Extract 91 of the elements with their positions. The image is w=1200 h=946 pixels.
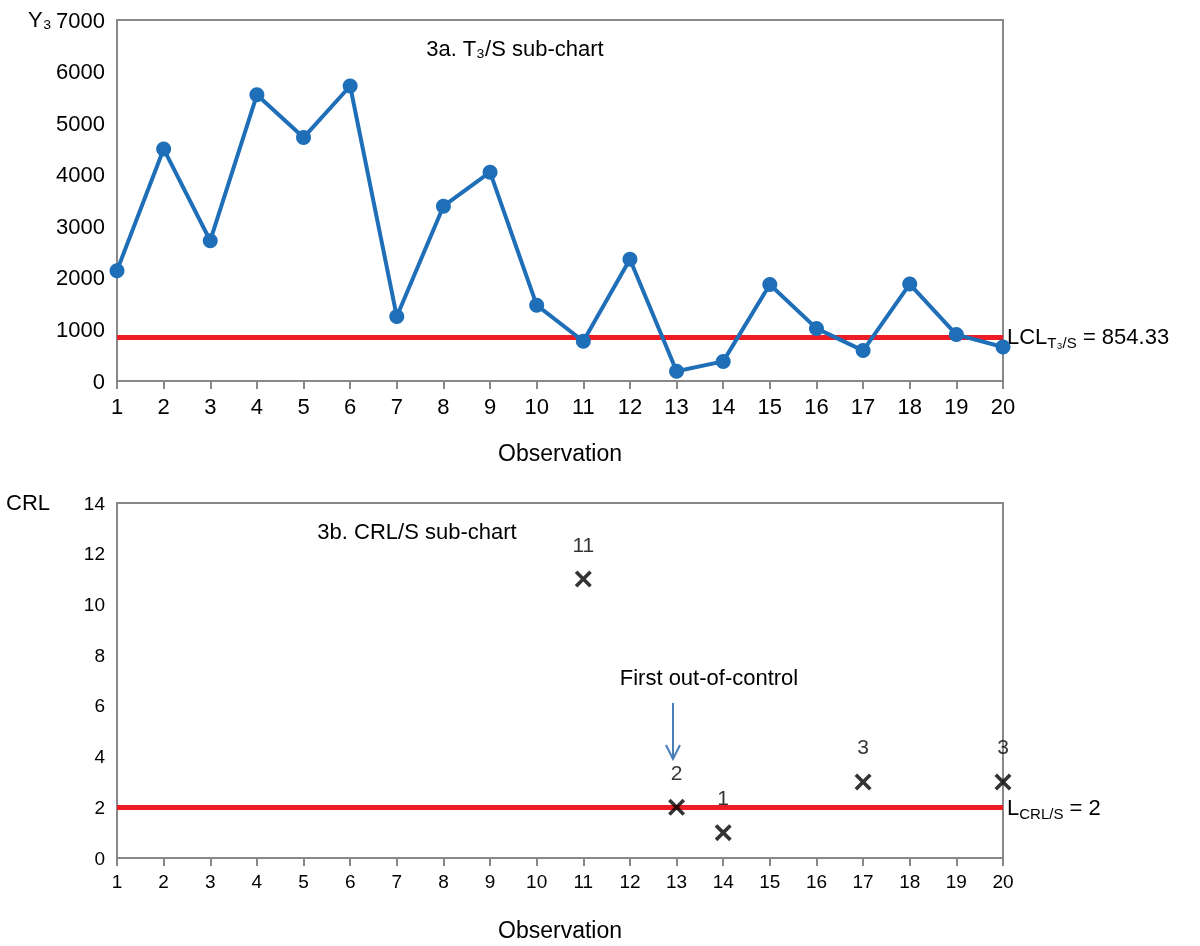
y-tick-label: 6000	[56, 59, 105, 85]
y-tick-label: 8	[94, 644, 105, 666]
x-tick-label: 16	[805, 871, 828, 892]
point	[296, 130, 312, 146]
y-tick-label: 4000	[56, 162, 105, 188]
x-tick-label: 20	[990, 393, 1016, 419]
point	[249, 87, 265, 103]
point	[855, 343, 871, 359]
point	[854, 773, 872, 791]
x-tick-label: 8	[438, 871, 449, 892]
point	[714, 824, 732, 842]
text: 3a. T₃/S sub-chart	[426, 35, 604, 61]
y-tick-label: 0	[94, 847, 105, 869]
point	[435, 198, 451, 214]
x-tick-label: 18	[897, 393, 922, 419]
y-tick-label: 6	[94, 695, 105, 717]
text: 3b. CRL/S sub-chart	[317, 518, 517, 544]
data-label: 3	[857, 735, 869, 759]
x-tick-label: 10	[524, 393, 549, 419]
x-tick-label: 10	[526, 871, 548, 892]
point	[808, 320, 824, 336]
point	[389, 309, 405, 325]
x-tick-label: 9	[484, 871, 496, 892]
y-tick-label: 5000	[56, 110, 105, 136]
point	[529, 297, 545, 313]
y-axis-title: Y₃	[28, 6, 52, 32]
x-tick-label: 1	[110, 393, 124, 419]
point	[156, 141, 172, 157]
point	[574, 570, 592, 588]
x-tick-label: 4	[250, 393, 264, 419]
data-label: 11	[572, 532, 595, 556]
point	[202, 233, 218, 249]
x-tick-label: 2	[158, 871, 169, 892]
annotation: First out-of-control	[619, 665, 799, 691]
point	[482, 164, 498, 180]
x-tick-label: 7	[390, 393, 403, 419]
x-tick-label: 6	[344, 393, 357, 419]
x-tick-label: 1	[111, 871, 123, 892]
y-tick-label: 14	[83, 492, 106, 514]
x-tick-label: 8	[437, 393, 450, 419]
x-tick-label: 3	[204, 393, 217, 419]
y-tick-label: 3000	[56, 213, 105, 239]
x-tick-label: 5	[298, 871, 309, 892]
y-axis-title: CRL	[6, 489, 51, 515]
x-tick-label: 12	[617, 393, 643, 419]
x-tick-label: 14	[712, 871, 735, 892]
point	[902, 276, 918, 292]
x-tick-label: 14	[710, 393, 736, 419]
x-tick-label: 19	[945, 871, 967, 892]
point	[622, 251, 638, 267]
y-tick-label: 7000	[56, 7, 105, 33]
x-tick-label: 12	[619, 871, 641, 892]
point	[109, 263, 125, 279]
x-tick-label: 19	[944, 393, 969, 419]
data-label: 2	[670, 760, 683, 784]
x-tick-label: 20	[992, 871, 1014, 892]
y-tick-label: 1000	[56, 316, 105, 342]
point	[994, 773, 1012, 791]
x-tick-label: 15	[759, 871, 781, 892]
point	[342, 78, 358, 94]
x-tick-label: 17	[852, 871, 874, 892]
x-tick-label: 13	[666, 871, 688, 892]
x-tick-label: 4	[251, 871, 263, 892]
x-tick-label: 16	[804, 393, 829, 419]
y-tick-label: 4	[94, 746, 106, 768]
x-tick-label: 13	[664, 393, 689, 419]
point	[575, 333, 591, 349]
x-tick-label: 3	[204, 871, 216, 892]
x-axis-title: Observation	[497, 916, 623, 943]
x-tick-label: 11	[573, 871, 594, 892]
x-tick-label: 18	[899, 871, 921, 892]
point	[762, 277, 778, 293]
y-tick-label: 0	[92, 368, 105, 394]
x-tick-label: 9	[483, 393, 497, 419]
data-label: 1	[717, 786, 730, 810]
x-tick-label: 2	[157, 393, 170, 419]
x-tick-label: 15	[757, 393, 783, 419]
x-axis-title: Observation	[497, 439, 623, 466]
x-tick-label: 7	[391, 871, 403, 892]
y-tick-label: 10	[83, 593, 105, 615]
point	[669, 363, 685, 379]
x-tick-label: 17	[850, 393, 876, 419]
y-tick-label: 2000	[56, 265, 105, 291]
x-tick-label: 11	[571, 393, 595, 419]
point	[668, 798, 686, 816]
point	[948, 327, 964, 343]
point	[715, 353, 731, 369]
y-tick-label: 2	[94, 796, 105, 818]
y-tick-label: 12	[83, 543, 105, 565]
x-tick-label: 5	[297, 393, 310, 419]
x-tick-label: 6	[344, 871, 356, 892]
